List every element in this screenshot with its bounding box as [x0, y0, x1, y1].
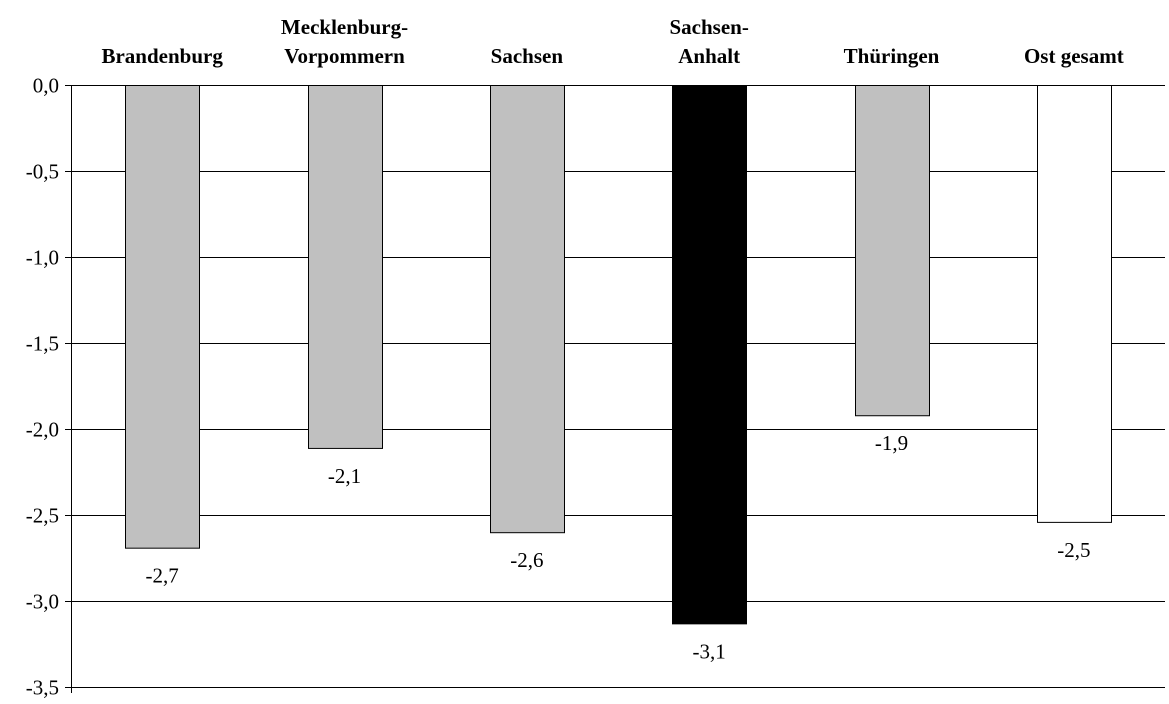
category-label: Thüringen	[844, 44, 940, 68]
category-label: Vorpommern	[284, 44, 405, 68]
category-label: Mecklenburg-	[281, 15, 408, 39]
y-tick-label: 0,0	[33, 74, 59, 98]
bar	[125, 85, 200, 549]
data-label: -2,7	[146, 564, 179, 588]
category-label: Sachsen	[491, 44, 564, 68]
y-tick-label: -2,5	[26, 504, 59, 528]
category-label: Anhalt	[678, 44, 740, 68]
bar	[308, 85, 383, 449]
bar	[855, 85, 930, 417]
category-label: Ost gesamt	[1024, 44, 1124, 68]
labels: Brandenburg -2,7 Mecklenburg- Vorpommern -2,…	[101, 15, 1123, 663]
y-tick-label: -2,0	[26, 418, 59, 442]
y-tick-label: -1,5	[26, 332, 59, 356]
y-tick-label: -3,5	[26, 676, 59, 700]
bars	[125, 85, 1112, 625]
data-label: -1,9	[875, 431, 908, 455]
data-label: -3,1	[693, 639, 726, 663]
category-label: Brandenburg	[101, 44, 223, 68]
data-label: -2,6	[510, 548, 543, 572]
bar	[1037, 85, 1112, 523]
y-tick-label: -3,0	[26, 590, 59, 614]
category-label: Sachsen-	[669, 15, 748, 39]
bar	[672, 85, 747, 625]
bar	[490, 85, 565, 534]
data-label: -2,5	[1057, 538, 1090, 562]
y-axis: 0,0 -0,5 -1,0 -1,5 -2,0 -2,5 -3,0 -3,5	[26, 74, 72, 700]
y-tick-label: -0,5	[26, 160, 59, 184]
y-tick-label: -1,0	[26, 246, 59, 270]
gridlines	[65, 85, 1165, 688]
data-label: -2,1	[328, 464, 361, 488]
